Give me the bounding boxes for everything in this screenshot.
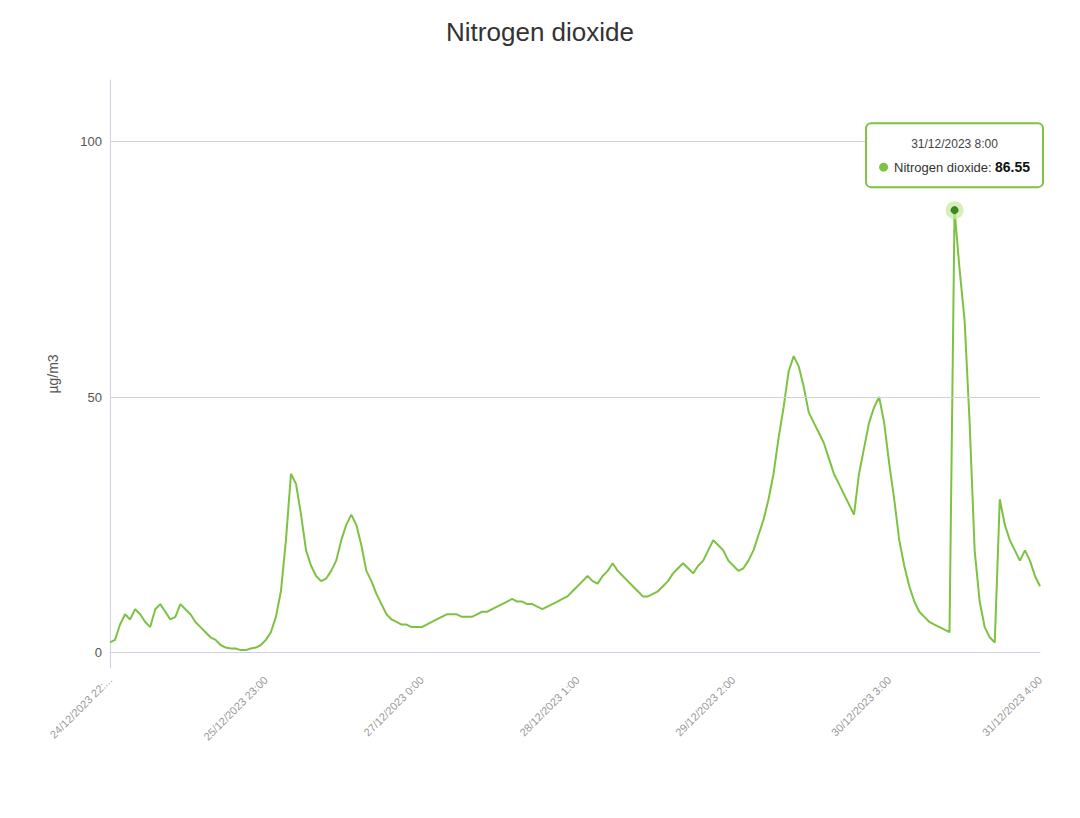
svg-text:86.55: 86.55 xyxy=(995,159,1030,175)
svg-text:Nitrogen dioxide: Nitrogen dioxide xyxy=(446,17,634,47)
svg-text:31/12/2023 8:00: 31/12/2023 8:00 xyxy=(911,137,998,151)
svg-text:31/12/2023 4:00: 31/12/2023 4:00 xyxy=(980,674,1045,739)
svg-text:27/12/2023 0:00: 27/12/2023 0:00 xyxy=(361,674,426,739)
svg-text:24/12/2023 22:...: 24/12/2023 22:... xyxy=(47,674,114,741)
svg-text:µg/m3: µg/m3 xyxy=(45,354,61,393)
svg-text:Nitrogen dioxide:: Nitrogen dioxide: xyxy=(894,160,992,175)
svg-text:0: 0 xyxy=(95,645,102,660)
svg-text:30/12/2023 3:00: 30/12/2023 3:00 xyxy=(829,674,894,739)
svg-text:100: 100 xyxy=(80,134,102,149)
svg-text:29/12/2023 2:00: 29/12/2023 2:00 xyxy=(673,674,738,739)
svg-text:25/12/2023 23:00: 25/12/2023 23:00 xyxy=(201,674,270,743)
svg-text:28/12/2023 1:00: 28/12/2023 1:00 xyxy=(517,674,582,739)
svg-text:50: 50 xyxy=(88,390,102,405)
